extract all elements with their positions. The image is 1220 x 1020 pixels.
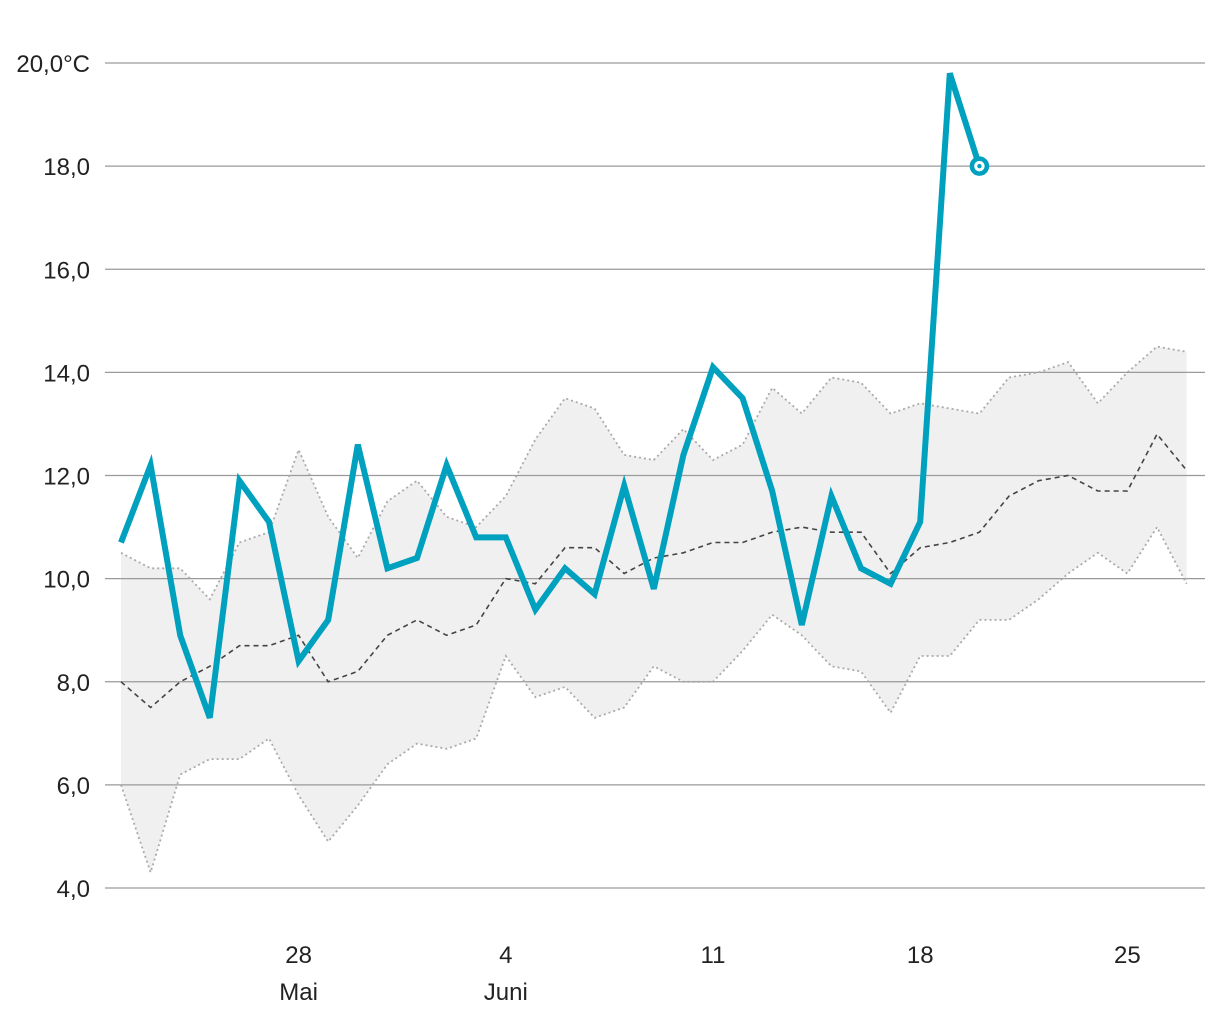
latest-value-marker-dot [977,163,982,169]
x-tick-month-label: Juni [484,979,528,1006]
range-band [121,346,1187,873]
current-temperature-line [118,72,983,719]
x-tick-label: 18 [907,942,934,969]
x-tick-label: 4 [499,942,512,969]
mean-line [120,432,1188,709]
x-tick-label: 28 [285,942,312,969]
range-band-area [121,346,1187,873]
grid-lines [105,62,1205,889]
y-axis-labels: 20,0°C 18,0 16,0 14,0 12,0 10,0 8,0 6,0 4,0 [16,51,90,903]
x-tick-month-label: Mai [279,979,318,1006]
x-tick-label: 11 [701,942,726,969]
upper-range-line [120,345,1187,601]
y-tick-label: 10,0 [43,567,90,594]
y-tick-label: 20,0°C [16,51,90,78]
y-tick-label: 8,0 [57,670,90,697]
y-tick-label: 4,0 [57,876,90,903]
y-tick-label: 12,0 [43,464,90,491]
x-axis-labels: 28 Mai 4 Juni 11 18 25 [279,942,1140,1006]
x-tick-label: 25 [1114,942,1141,969]
y-tick-label: 16,0 [43,257,90,284]
y-tick-label: 18,0 [43,154,90,181]
y-tick-label: 14,0 [43,360,90,387]
y-tick-label: 6,0 [57,773,90,800]
series-lines [118,72,1188,876]
